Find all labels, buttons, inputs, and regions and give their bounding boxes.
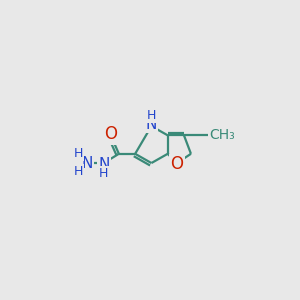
Text: H: H [74, 147, 83, 160]
Text: O: O [104, 125, 117, 143]
Text: N: N [82, 155, 93, 170]
Text: CH₃: CH₃ [210, 128, 235, 142]
Text: N: N [146, 117, 157, 132]
Text: H: H [99, 167, 109, 180]
Text: O: O [170, 155, 184, 173]
Text: H: H [147, 109, 156, 122]
Text: H: H [74, 165, 83, 178]
Text: N: N [98, 157, 110, 172]
